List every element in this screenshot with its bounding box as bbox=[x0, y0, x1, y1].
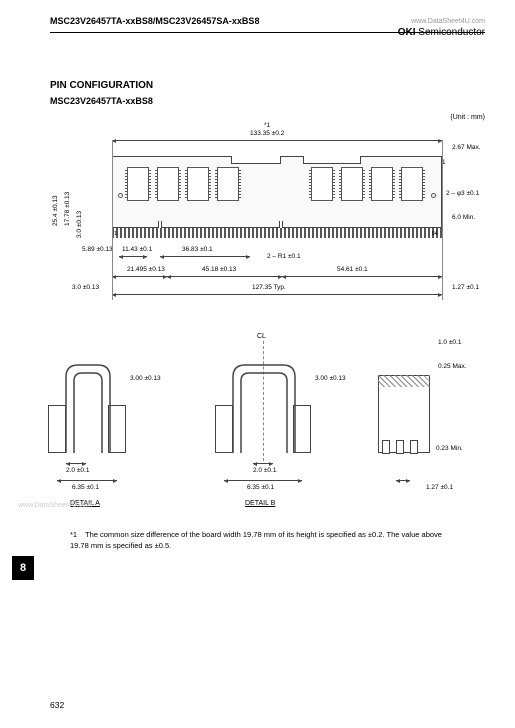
detB-u bbox=[231, 363, 297, 455]
detA-h: 3.00 ±0.13 bbox=[130, 375, 161, 382]
dim-6min: 6.0 Min. bbox=[452, 214, 475, 221]
chip-2 bbox=[157, 167, 179, 201]
dim-21495: 21.495 ±0.13 bbox=[127, 266, 165, 273]
arr-21495 bbox=[112, 276, 167, 277]
section-title: PIN CONFIGURATION bbox=[50, 80, 153, 91]
detB-arr-w1 bbox=[253, 463, 273, 464]
key-notch-a bbox=[158, 221, 162, 228]
brand-suffix: Semiconductor bbox=[416, 27, 485, 38]
hole-right bbox=[431, 193, 436, 198]
detail-a: 3.00 ±0.13 2.0 ±0.1 6.35 ±0.1 DETAIL A bbox=[48, 345, 188, 495]
page: www.DataSheet4U.com OKI Semiconductor MS… bbox=[0, 0, 515, 728]
chip-6 bbox=[341, 167, 363, 201]
detail-c: 1.0 ±0.1 0.25 Max. 0.23 Min. 1.27 ±0.1 bbox=[378, 345, 483, 495]
detC-hatch bbox=[378, 375, 430, 387]
dim-top-ref: *1 bbox=[264, 122, 270, 129]
chip-4 bbox=[217, 167, 239, 201]
unit-label: (Unit : mm) bbox=[450, 114, 485, 121]
arr-3683 bbox=[160, 256, 250, 257]
detC-pad3 bbox=[410, 440, 418, 454]
detC-tmax: 0.25 Max. bbox=[438, 363, 467, 370]
dim-4518: 45.18 ±0.13 bbox=[202, 266, 236, 273]
detB-cl: CL bbox=[257, 333, 266, 340]
dim-5461: 54.61 ±0.1 bbox=[337, 266, 368, 273]
dim-typ: 127.35 Typ. bbox=[252, 284, 286, 291]
dim-phi3: 2 – φ3 ±0.1 bbox=[446, 190, 479, 197]
footnote-ref: *1 bbox=[70, 530, 85, 541]
module-board bbox=[112, 156, 442, 228]
footnote-text: The common size difference of the board … bbox=[70, 530, 442, 550]
arr-typ bbox=[112, 294, 442, 295]
detA-arr-w2 bbox=[57, 480, 117, 481]
watermark: www.DataSheet4U.com bbox=[18, 502, 92, 509]
notch-top-right bbox=[303, 156, 361, 164]
detC-arr-p bbox=[396, 480, 410, 481]
extline-r bbox=[442, 140, 443, 300]
header: www.DataSheet4U.com OKI Semiconductor MS… bbox=[50, 18, 485, 33]
arr-1143 bbox=[119, 256, 147, 257]
detail-b: CL 3.00 ±0.13 2.0 ±0.1 6.35 ±0.1 DETAIL … bbox=[215, 345, 355, 495]
detC-t1: 1.0 ±0.1 bbox=[438, 339, 461, 346]
chip-1 bbox=[127, 167, 149, 201]
dim-h-total: 25.4 ±0.13 bbox=[52, 195, 59, 226]
detB-h: 3.00 ±0.13 bbox=[315, 375, 346, 382]
dim-1143: 11.43 ±0.1 bbox=[122, 246, 152, 253]
detA-u bbox=[64, 363, 112, 455]
variant-title: MSC23V26457TA-xxBS8 bbox=[50, 96, 153, 106]
dim-right127: 1.27 ±0.1 bbox=[452, 284, 479, 291]
chip-3 bbox=[187, 167, 209, 201]
detA-w1: 2.0 ±0.1 bbox=[66, 467, 89, 474]
extline-l bbox=[112, 140, 113, 300]
edge-contacts bbox=[112, 228, 442, 238]
dim-h-gap: 3.0 ±0.13 bbox=[76, 211, 83, 238]
arr-5461 bbox=[282, 276, 442, 277]
chip-7 bbox=[371, 167, 393, 201]
pin-84-label: 84 bbox=[432, 231, 438, 237]
dim-thick: 2.67 Max. bbox=[452, 144, 481, 151]
detA-arr-w1 bbox=[66, 463, 86, 464]
dim-3683: 36.83 ±0.1 bbox=[182, 246, 213, 253]
detC-pad1 bbox=[382, 440, 390, 454]
detC-pitch: 1.27 ±0.1 bbox=[426, 484, 453, 491]
detB-w1: 2.0 ±0.1 bbox=[253, 467, 276, 474]
detB-label: DETAIL B bbox=[245, 500, 275, 507]
arr-4518 bbox=[167, 276, 282, 277]
dim-left3: 3.0 ±0.13 bbox=[72, 284, 99, 291]
dim-h-inner: 17.78 ±0.13 bbox=[64, 192, 71, 226]
chapter-tab: 8 bbox=[12, 556, 34, 580]
brand-prefix: OKI bbox=[398, 27, 416, 38]
page-number: 632 bbox=[50, 700, 64, 710]
detC-pad2 bbox=[396, 440, 404, 454]
pin-1-label: 1 bbox=[114, 231, 117, 237]
dim-r1: 2 – R1 ±0.1 bbox=[267, 253, 301, 260]
dim-top-width: 133.35 ±0.2 bbox=[250, 130, 284, 137]
main-diagram: *1 133.35 ±0.2 2.67 Max. 2 – R2 ±0.1 2 –… bbox=[32, 126, 487, 316]
detB-w2: 6.35 ±0.1 bbox=[247, 484, 274, 491]
detA-w2: 6.35 ±0.1 bbox=[72, 484, 99, 491]
dim-arrow-top bbox=[112, 140, 442, 141]
footnote: *1The common size difference of the boar… bbox=[70, 530, 445, 551]
detC-tmin: 0.23 Min. bbox=[436, 445, 463, 452]
notch-top-left bbox=[231, 156, 281, 164]
key-notch-b bbox=[279, 221, 283, 228]
chip-8 bbox=[401, 167, 423, 201]
detB-arr-w2 bbox=[224, 480, 302, 481]
dim-589: 5.89 ±0.13 bbox=[82, 246, 113, 253]
chip-5 bbox=[311, 167, 333, 201]
hole-left bbox=[118, 193, 123, 198]
